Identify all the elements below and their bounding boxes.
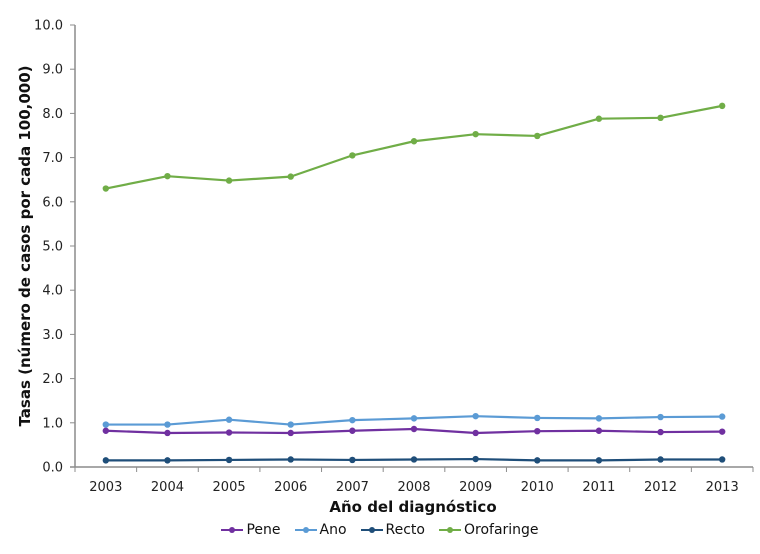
data-point-pene	[718, 428, 726, 435]
data-point-recto	[349, 456, 356, 464]
data-point-ano	[164, 421, 171, 428]
data-point-recto	[287, 456, 294, 463]
y-tick-label: 9.0	[42, 63, 63, 78]
data-point-pene	[349, 427, 356, 434]
y-tick-label: 10.0	[34, 19, 63, 34]
data-point-ano	[225, 416, 233, 423]
data-point-pene	[225, 429, 233, 436]
data-point-pene	[657, 428, 664, 436]
x-tick-label: 2004	[151, 480, 184, 495]
y-axis-title: Tasas (número de casos por cada 100,000)	[16, 65, 34, 426]
data-point-ano	[534, 414, 541, 422]
data-point-ano	[472, 412, 479, 420]
data-point-orofaringe	[472, 130, 479, 138]
data-point-orofaringe	[534, 132, 541, 140]
legend-item-pene: Pene	[221, 522, 281, 538]
data-point-pene	[410, 425, 418, 433]
data-point-recto	[657, 456, 664, 463]
series-orofaringe	[102, 102, 726, 192]
data-point-pene	[595, 427, 603, 434]
legend-label: Pene	[246, 522, 281, 538]
data-point-orofaringe	[164, 172, 171, 180]
x-tick-label: 2006	[274, 480, 307, 495]
y-tick-label: 1.0	[42, 416, 63, 431]
data-point-ano	[102, 421, 110, 428]
x-tick-label: 2012	[644, 480, 677, 495]
legend-item-recto: Recto	[360, 522, 425, 538]
data-point-orofaringe	[657, 114, 664, 122]
x-tick-label: 2011	[582, 480, 615, 495]
y-tick-label: 6.0	[42, 195, 63, 210]
data-point-recto	[102, 457, 110, 464]
x-tick-label: 2005	[213, 480, 246, 495]
data-point-recto	[595, 457, 603, 464]
x-tick-label: 2003	[89, 480, 122, 495]
legend-line-marker-icon	[438, 524, 461, 536]
data-point-pene	[102, 427, 110, 434]
legend: Pene Ano Recto Orofaringe	[0, 522, 760, 538]
data-point-recto	[472, 455, 479, 463]
data-point-orofaringe	[287, 173, 294, 180]
y-tick-label: 0.0	[42, 461, 63, 476]
legend-line-marker-icon	[360, 524, 383, 536]
y-tick-label: 2.0	[42, 372, 63, 387]
legend-line-marker-icon	[221, 524, 244, 536]
data-point-orofaringe	[102, 185, 110, 192]
data-point-orofaringe	[718, 102, 726, 110]
series-ano	[102, 412, 726, 428]
data-point-recto	[410, 456, 418, 463]
data-point-ano	[595, 415, 603, 422]
legend-label: Recto	[385, 522, 425, 538]
data-point-ano	[718, 413, 726, 420]
data-point-orofaringe	[349, 152, 356, 159]
series-recto	[102, 455, 726, 464]
x-tick-label: 2010	[521, 480, 554, 495]
data-point-orofaringe	[410, 138, 418, 145]
y-axis-ticks: 0.0 1.0 2.0 3.0 4.0 5.0 6.0 7.0 8.0 9.0 10.0	[34, 19, 75, 476]
y-tick-label: 4.0	[42, 284, 63, 299]
legend-item-orofaringe: Orofaringe	[438, 522, 539, 538]
data-point-recto	[718, 456, 726, 463]
legend-line-marker-icon	[294, 524, 317, 536]
data-point-recto	[225, 456, 233, 464]
data-point-pene	[287, 429, 294, 437]
y-tick-label: 7.0	[42, 151, 63, 166]
series-line-orofaringe	[105, 104, 723, 190]
data-point-ano	[657, 413, 664, 421]
series-pene	[102, 425, 726, 437]
data-point-ano	[410, 415, 418, 422]
x-tick-label: 2008	[397, 480, 430, 495]
data-point-pene	[534, 427, 541, 435]
x-tick-label: 2013	[706, 480, 739, 495]
data-point-pene	[472, 429, 479, 437]
series-layer	[102, 102, 726, 464]
legend-label: Ano	[319, 522, 347, 538]
data-point-orofaringe	[595, 115, 603, 122]
data-point-orofaringe	[225, 177, 233, 184]
y-tick-label: 8.0	[42, 107, 63, 122]
legend-label: Orofaringe	[463, 522, 539, 538]
x-axis-ticks: 2003 2004 2005 2006 2007 2008 2009 2010 2011 2012…	[74, 467, 754, 495]
x-axis-title: Año del diagnóstico	[329, 498, 496, 516]
data-point-ano	[287, 421, 294, 428]
legend-item-ano: Ano	[294, 522, 347, 538]
y-tick-label: 5.0	[42, 240, 63, 255]
x-tick-label: 2007	[336, 480, 369, 495]
data-point-pene	[164, 429, 171, 437]
y-tick-label: 3.0	[42, 328, 63, 343]
data-point-ano	[349, 416, 356, 424]
x-tick-label: 2009	[459, 480, 492, 495]
data-point-recto	[534, 457, 541, 464]
data-point-recto	[164, 457, 171, 464]
